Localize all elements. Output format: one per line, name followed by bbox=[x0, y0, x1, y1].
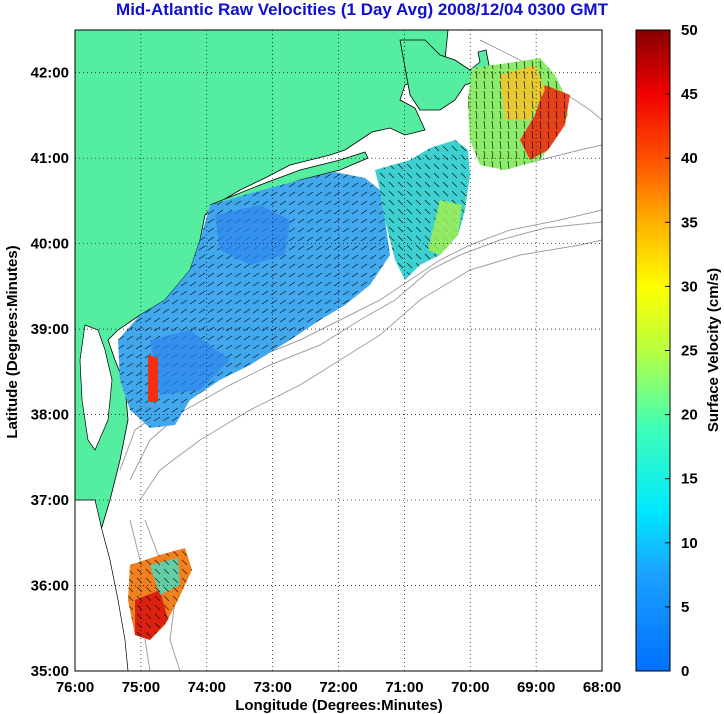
colorbar-tick-label: 15 bbox=[681, 471, 698, 488]
colorbar-tick-label: 30 bbox=[681, 278, 698, 295]
lon-tick-label: 76:00 bbox=[56, 679, 94, 696]
lon-tick-label: 73:00 bbox=[253, 679, 291, 696]
x-axis-label: Longitude (Degrees:Minutes) bbox=[235, 697, 443, 714]
colorbar-tick-label: 10 bbox=[681, 535, 698, 552]
lat-tick-label: 42:00 bbox=[31, 65, 69, 82]
colorbar-tick-label: 40 bbox=[681, 150, 698, 167]
lon-tick-label: 68:00 bbox=[583, 679, 621, 696]
lat-tick-labels: 35:00 36:00 37:00 38:00 39:00 40:00 41:00 42:00 bbox=[31, 65, 69, 680]
region-dark-patch-2 bbox=[150, 330, 230, 395]
lon-tick-label: 71:00 bbox=[385, 679, 423, 696]
colorbar-tick-label: 20 bbox=[681, 407, 698, 424]
colorbar-tick-label: 50 bbox=[681, 22, 698, 39]
colorbar-tick-label: 45 bbox=[681, 86, 698, 103]
plot-frame bbox=[74, 29, 603, 672]
colorbar bbox=[635, 29, 671, 672]
lat-tick-label: 37:00 bbox=[31, 492, 69, 509]
lon-tick-label: 70:00 bbox=[451, 679, 489, 696]
colorbar-label: Surface Velocity (cm/s) bbox=[705, 268, 722, 432]
y-axis-label: Latitude (Degrees:Minutes) bbox=[4, 245, 21, 438]
lon-tick-label: 69:00 bbox=[517, 679, 555, 696]
lon-tick-label: 75:00 bbox=[122, 679, 160, 696]
lat-tick-label: 41:00 bbox=[31, 150, 69, 167]
lat-tick-label: 40:00 bbox=[31, 236, 69, 253]
colorbar-tick-label: 35 bbox=[681, 214, 698, 231]
lat-tick-label: 36:00 bbox=[31, 578, 69, 595]
lat-tick-label: 35:00 bbox=[31, 663, 69, 680]
lat-tick-label: 38:00 bbox=[31, 407, 69, 424]
colorbar-tick-label: 5 bbox=[681, 599, 689, 616]
region-east-edge bbox=[428, 200, 462, 255]
region-small-red bbox=[148, 355, 158, 402]
colorbar-tick-label: 0 bbox=[681, 663, 689, 680]
lower-coast-water bbox=[75, 499, 129, 671]
velocity-field bbox=[118, 58, 570, 640]
lat-tick-label: 39:00 bbox=[31, 321, 69, 338]
colorbar-tick-label: 25 bbox=[681, 343, 698, 360]
lon-tick-labels: 76:00 75:00 74:00 73:00 72:00 71:00 70:00 69:00… bbox=[56, 679, 621, 696]
grid-lines bbox=[75, 30, 602, 671]
lon-tick-label: 74:00 bbox=[188, 679, 226, 696]
map-title: Mid-Atlantic Raw Velocities (1 Day Avg) … bbox=[116, 0, 608, 19]
bay-cutout bbox=[79, 324, 113, 451]
region-dark-patch-1 bbox=[215, 205, 290, 265]
lon-tick-label: 72:00 bbox=[319, 679, 357, 696]
cape-cod bbox=[399, 39, 491, 111]
